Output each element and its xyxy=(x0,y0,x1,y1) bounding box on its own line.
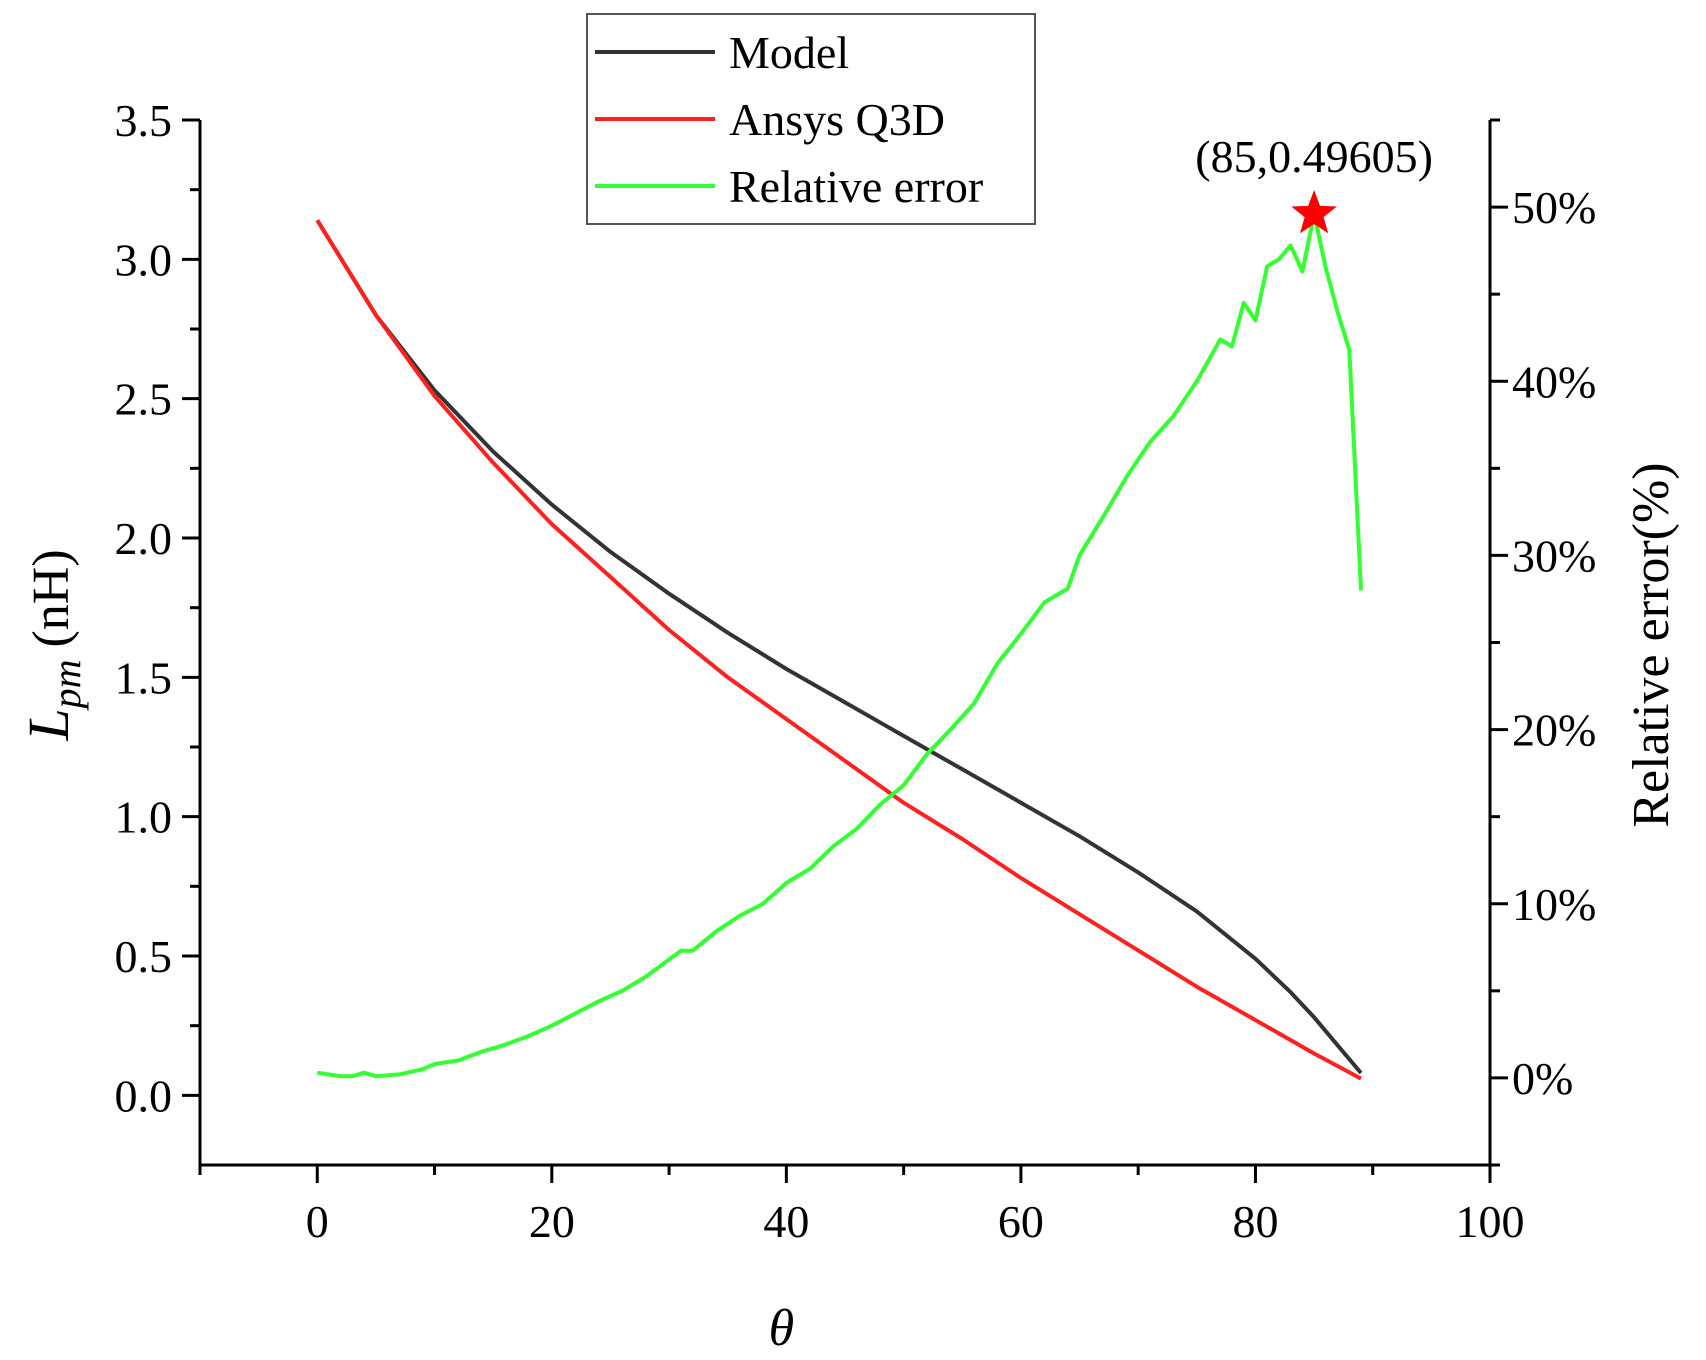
y-right-tick-label: 20% xyxy=(1512,705,1596,756)
series-line-relative-error xyxy=(317,212,1363,1079)
y-right-axis-title: Relative error(%) xyxy=(1623,462,1680,827)
y-right-tick-label: 40% xyxy=(1512,356,1596,407)
x-axis-title: θ xyxy=(769,1300,795,1357)
y-left-tick-label: 0.0 xyxy=(115,1070,173,1121)
legend-label: Model xyxy=(729,27,849,78)
y-left-tick-label: 1.0 xyxy=(115,792,173,843)
series-line-ansys-q3d xyxy=(315,219,1362,1081)
legend-label: Relative error xyxy=(729,161,983,212)
y-left-axis-title: Lpm (nH) xyxy=(16,549,89,741)
y-left-title-sub: pm xyxy=(44,660,89,712)
axes: 0 20 40 60 80 100 0.0 0.5 1.0 1.5 2.0 2.5 3.0 3.5 0% 10… xyxy=(16,95,1680,1357)
legend-label: Ansys Q3D xyxy=(729,94,945,145)
x-tick-label: 40 xyxy=(763,1196,809,1247)
y-left-tick-label: 3.5 xyxy=(115,95,173,146)
x-tick-label: 60 xyxy=(998,1196,1044,1247)
y-right-tick-label: 30% xyxy=(1512,530,1596,581)
y-right-tick-label: 50% xyxy=(1512,182,1596,233)
annotation-label: (85,0.49605) xyxy=(1195,131,1433,182)
legend: Model Ansys Q3D Relative error xyxy=(586,13,1036,225)
y-left-tick-label: 2.0 xyxy=(115,513,173,564)
x-tick-label: 80 xyxy=(1232,1196,1278,1247)
y-left-title-main: L xyxy=(16,708,81,741)
y-left-tick-label: 3.0 xyxy=(115,234,173,285)
y-left-tick-label: 2.5 xyxy=(115,374,173,425)
x-tick-label: 100 xyxy=(1456,1196,1525,1247)
annotation: (85,0.49605) xyxy=(1195,131,1433,234)
y-right-tick-label: 10% xyxy=(1512,879,1596,930)
y-left-title-unit: (nH) xyxy=(23,549,80,647)
y-left-tick-label: 1.5 xyxy=(115,652,173,703)
series-line-model xyxy=(315,219,1363,1075)
plot-series xyxy=(315,212,1363,1081)
y-right-tick-label: 0% xyxy=(1512,1053,1573,1104)
y-left-tick-label: 0.5 xyxy=(115,931,173,982)
x-tick-label: 0 xyxy=(306,1196,329,1247)
annotation-star-marker xyxy=(1291,190,1337,234)
x-tick-label: 20 xyxy=(529,1196,575,1247)
